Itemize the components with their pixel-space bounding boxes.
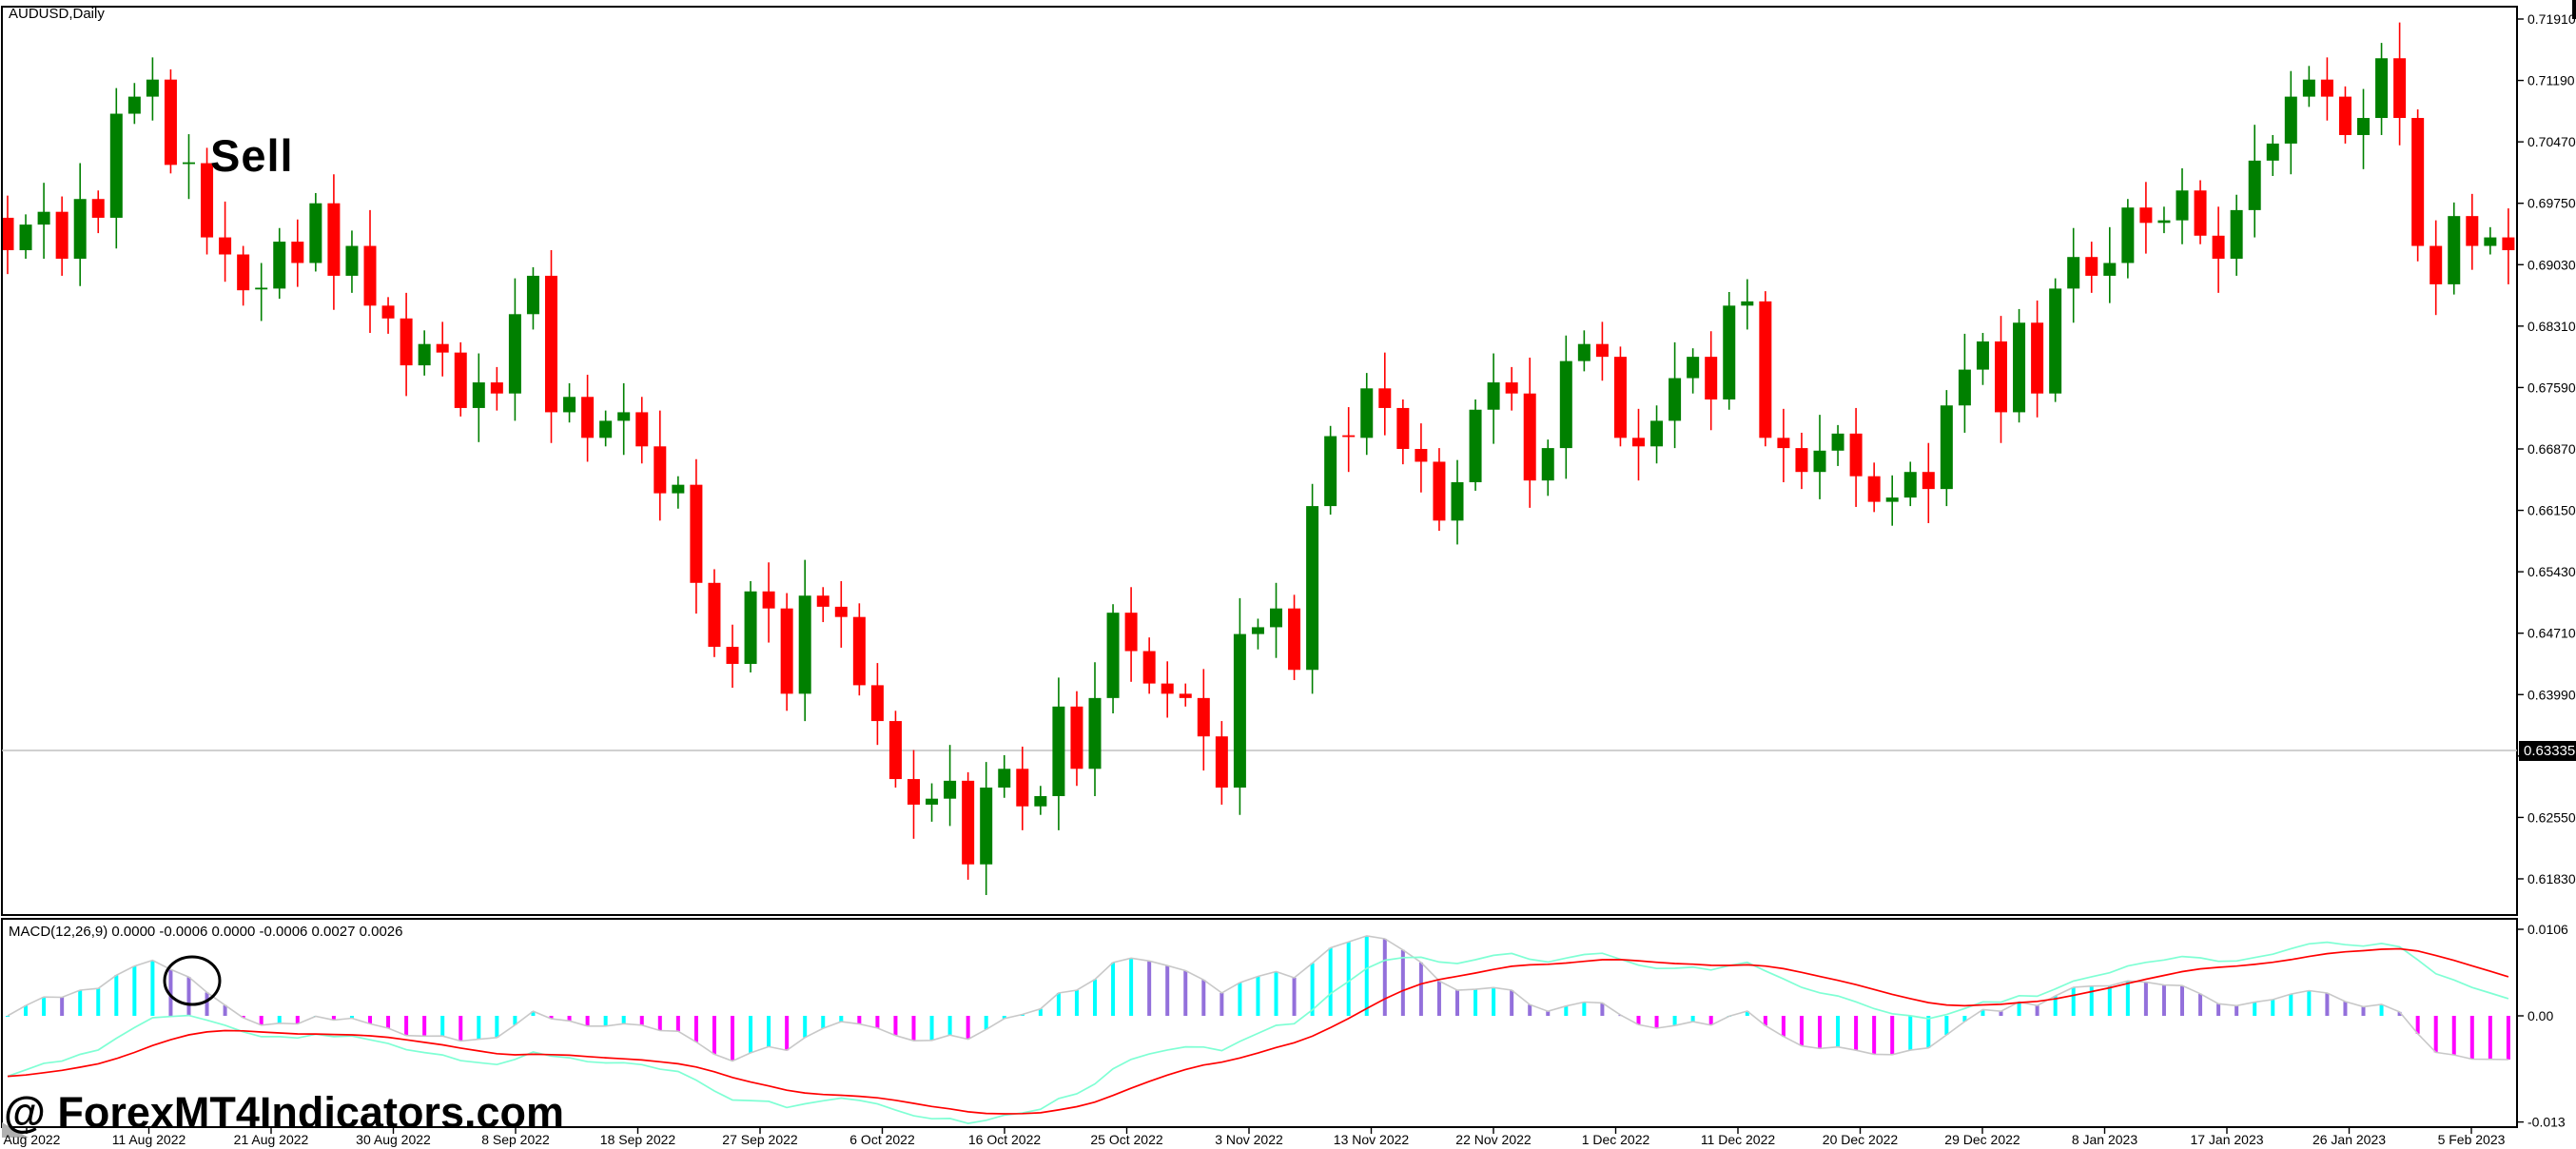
current-price-tag: 0.63335 [2519,741,2576,761]
svg-text:20 Dec 2022: 20 Dec 2022 [1823,1132,1899,1147]
svg-text:8 Sep 2022: 8 Sep 2022 [481,1132,550,1147]
svg-text:0.63990: 0.63990 [2527,687,2576,702]
svg-text:11 Aug 2022: 11 Aug 2022 [112,1132,186,1147]
svg-text:16 Oct 2022: 16 Oct 2022 [968,1132,1041,1147]
svg-text:18 Sep 2022: 18 Sep 2022 [600,1132,676,1147]
svg-text:29 Dec 2022: 29 Dec 2022 [1944,1132,2020,1147]
svg-text:5 Feb 2023: 5 Feb 2023 [2438,1132,2506,1147]
svg-text:30 Aug 2022: 30 Aug 2022 [356,1132,431,1147]
svg-text:0.66870: 0.66870 [2527,441,2576,457]
svg-text:0.68310: 0.68310 [2527,319,2576,334]
svg-text:0.65430: 0.65430 [2527,564,2576,579]
svg-text:6 Oct 2022: 6 Oct 2022 [849,1132,915,1147]
watermark-text: @ ForexMT4Indicators.com [4,1088,564,1137]
svg-text:1 Dec 2022: 1 Dec 2022 [1582,1132,1650,1147]
svg-text:0.0106: 0.0106 [2527,922,2568,937]
svg-text:-0.013: -0.013 [2527,1115,2566,1130]
macd-histogram [6,935,2510,1061]
svg-text:17 Jan 2023: 17 Jan 2023 [2190,1132,2263,1147]
svg-text:3 Nov 2022: 3 Nov 2022 [1215,1132,1283,1147]
svg-text:0.71190: 0.71190 [2527,73,2575,88]
svg-text:21 Aug 2022: 21 Aug 2022 [234,1132,309,1147]
macd-axis[interactable]: 0.0106 0.00 -0.013 [2517,922,2568,1130]
svg-text:27 Sep 2022: 27 Sep 2022 [722,1132,798,1147]
svg-text:25 Oct 2022: 25 Oct 2022 [1090,1132,1162,1147]
svg-text:2 Aug 2022: 2 Aug 2022 [0,1132,61,1147]
crossover-circle-annotation [163,955,222,1006]
svg-text:0.66150: 0.66150 [2527,503,2576,518]
time-axis[interactable]: 2 Aug 2022 11 Aug 2022 21 Aug 2022 30 Aug 2… [0,1127,2506,1147]
corner-wedge [2,1122,29,1138]
svg-text:0.61830: 0.61830 [2527,871,2576,886]
svg-text:0.00: 0.00 [2527,1008,2553,1023]
svg-text:13 Nov 2022: 13 Nov 2022 [1334,1132,1410,1147]
svg-text:22 Nov 2022: 22 Nov 2022 [1455,1132,1532,1147]
macd-line [7,941,2509,1124]
macd-signal-line [7,947,2509,1115]
svg-text:0.64710: 0.64710 [2527,626,2576,641]
svg-text:0.62550: 0.62550 [2527,809,2576,825]
svg-text:11 Dec 2022: 11 Dec 2022 [1701,1132,1776,1147]
price-axis[interactable]: 0.71910 0.71190 0.70470 0.69750 0.69030 0.683… [2517,11,2576,886]
svg-text:0.67590: 0.67590 [2527,380,2576,395]
svg-text:8 Jan 2023: 8 Jan 2023 [2072,1132,2137,1147]
sell-annotation: Sell [210,130,294,181]
macd-histogram-outline [7,935,2508,1062]
svg-text:0.69750: 0.69750 [2527,196,2576,211]
svg-text:0.70470: 0.70470 [2527,134,2576,149]
svg-text:0.71910: 0.71910 [2527,11,2576,27]
svg-text:0.69030: 0.69030 [2527,257,2576,272]
macd-panel-layer [6,935,2510,1124]
svg-text:26 Jan 2023: 26 Jan 2023 [2313,1132,2386,1147]
symbol-timeframe-label: AUDUSD,Daily [9,6,105,22]
indicator-values-label: MACD(12,26,9) 0.0000 -0.0006 0.0000 -0.0… [9,924,403,940]
candles-layer [3,22,2515,896]
